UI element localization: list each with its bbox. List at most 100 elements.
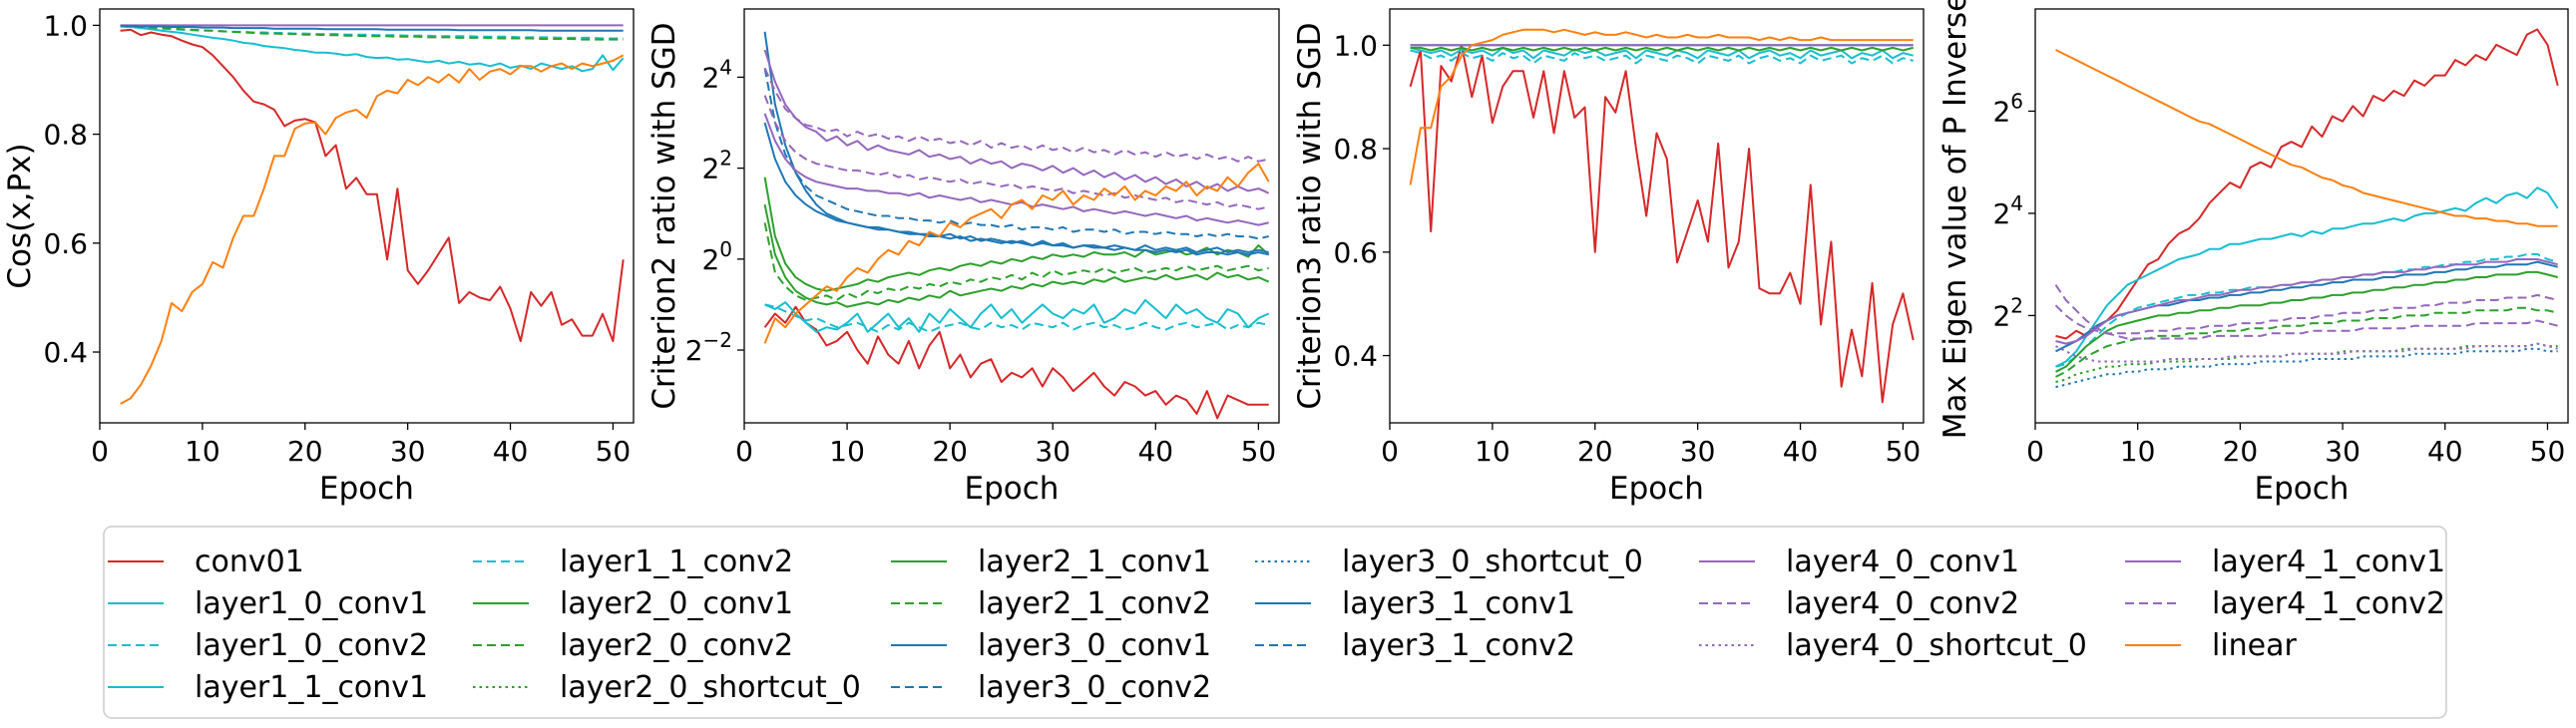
x-tick-label: 40 bbox=[2427, 435, 2463, 468]
y-tick-label: 22 bbox=[701, 147, 732, 185]
series-line-linear bbox=[120, 54, 625, 405]
legend-label-layer2_1_conv1: layer2_1_conv1 bbox=[978, 545, 1211, 579]
y-tick-label: 1.0 bbox=[1333, 29, 1378, 62]
legend-label-conv01: conv01 bbox=[195, 545, 304, 579]
series-line-conv01 bbox=[2055, 28, 2559, 340]
series-group bbox=[120, 24, 625, 405]
x-tick-label: 30 bbox=[1680, 435, 1716, 468]
series-line-conv01 bbox=[763, 305, 1269, 420]
series-line-layer2_0_conv1 bbox=[1410, 46, 1914, 52]
legend-label-linear: linear bbox=[2212, 628, 2298, 663]
series-line-linear bbox=[2055, 49, 2558, 227]
series-line-layer3_0_conv1 bbox=[120, 24, 624, 32]
x-axis-label: Epoch bbox=[1609, 471, 1704, 507]
x-tick-label: 40 bbox=[1783, 435, 1819, 468]
series-line-layer2_0_shortcut_0 bbox=[2055, 342, 2558, 383]
series-group bbox=[2054, 28, 2559, 389]
plot-frame bbox=[1389, 8, 1925, 424]
series-line-layer3_0_shortcut_0 bbox=[2055, 347, 2558, 389]
y-tick-label: 0.8 bbox=[1333, 133, 1378, 166]
legend-label-layer2_0_shortcut_0: layer2_0_shortcut_0 bbox=[560, 670, 861, 705]
series-line-layer1_0_conv1 bbox=[2055, 186, 2559, 368]
y-tick-label: 0.6 bbox=[43, 227, 88, 260]
series-line-layer1_1_conv2 bbox=[1410, 49, 1914, 65]
series-group bbox=[1409, 28, 1915, 404]
y-tick-label: 26 bbox=[1992, 89, 2023, 128]
series-line-layer4_0_conv1 bbox=[2055, 258, 2558, 345]
legend-label-layer3_1_conv1: layer3_1_conv1 bbox=[1342, 586, 1575, 621]
series-line-layer1_0_conv1 bbox=[764, 298, 1270, 333]
series-line-layer4_0_conv1 bbox=[763, 49, 1270, 194]
x-tick-label: 40 bbox=[1137, 435, 1173, 468]
legend: conv01 layer1_0_conv1 layer1_0_conv2 layer1… bbox=[103, 526, 2447, 719]
x-tick-label: 50 bbox=[1241, 435, 1277, 468]
y-tick-label: 2−2 bbox=[685, 328, 732, 367]
series-line-layer4_0_conv2 bbox=[763, 67, 1269, 163]
legend-label-layer2_0_conv2: layer2_0_conv2 bbox=[560, 628, 793, 663]
legend-label-layer1_0_conv2: layer1_0_conv2 bbox=[195, 628, 428, 663]
y-tick-label: 0.4 bbox=[43, 336, 88, 369]
legend-label-layer3_0_conv2: layer3_0_conv2 bbox=[978, 670, 1211, 705]
y-tick-label: 1.0 bbox=[43, 9, 88, 42]
y-tick-label: 0.6 bbox=[1333, 236, 1378, 269]
panel-2: 0 10 20 30 40 50 2−2 20 22 24 Epoch Criterion2 rati… bbox=[646, 8, 1280, 507]
y-axis-label: Criterion3 ratio with SGD bbox=[1292, 22, 1328, 409]
x-tick-label: 0 bbox=[2026, 435, 2044, 468]
series-line-layer2_0_conv1 bbox=[2055, 270, 2558, 373]
x-tick-label: 0 bbox=[91, 435, 109, 468]
panel-4: 0 10 20 30 40 50 22 24 26 Epoch Max Eigen value of… bbox=[1937, 0, 2569, 507]
legend-label-layer4_0_shortcut_0: layer4_0_shortcut_0 bbox=[1786, 628, 2087, 663]
y-tick-label: 24 bbox=[1992, 191, 2023, 230]
panel-1: 0 10 20 30 40 50 0.4 0.6 0.8 1.0 Epoch Cos(x,Px) bbox=[2, 8, 635, 507]
legend-label-layer3_1_conv2: layer3_1_conv2 bbox=[1342, 628, 1575, 663]
y-axis-label: Criterion2 ratio with SGD bbox=[646, 22, 682, 409]
x-tick-label: 0 bbox=[735, 435, 753, 468]
plot-frame bbox=[2034, 8, 2569, 424]
y-tick-label: 0.4 bbox=[1333, 340, 1378, 373]
series-line-layer4_0_conv2 bbox=[2054, 284, 2558, 340]
series-line-layer2_1_conv1 bbox=[763, 203, 1270, 308]
x-tick-label: 40 bbox=[493, 435, 529, 468]
x-tick-label: 30 bbox=[1035, 435, 1071, 468]
x-axis-label: Epoch bbox=[2255, 471, 2350, 507]
x-tick-label: 30 bbox=[390, 435, 426, 468]
series-line-layer1_0_conv1 bbox=[1410, 46, 1914, 60]
panel-3: 0 10 20 30 40 50 0.4 0.6 0.8 1.0 Epoch Criterion3 r… bbox=[1292, 8, 1925, 507]
legend-label-layer3_0_conv1: layer3_0_conv1 bbox=[978, 628, 1211, 663]
series-line-linear bbox=[763, 163, 1270, 344]
legend-label-layer3_0_shortcut_0: layer3_0_shortcut_0 bbox=[1342, 545, 1643, 579]
y-axis-label: Max Eigen value of P Inverse bbox=[1937, 0, 1973, 439]
legend-label-layer2_0_conv1: layer2_0_conv1 bbox=[560, 586, 793, 621]
series-line-layer3_0_conv1 bbox=[2055, 260, 2558, 353]
legend-label-layer4_0_conv2: layer4_0_conv2 bbox=[1786, 586, 2019, 621]
x-tick-label: 50 bbox=[1886, 435, 1922, 468]
y-tick-label: 0.8 bbox=[43, 119, 88, 152]
series-line-conv01 bbox=[120, 28, 625, 343]
series-line-layer4_1_conv1 bbox=[763, 113, 1269, 226]
legend-label-layer2_1_conv2: layer2_1_conv2 bbox=[978, 586, 1211, 621]
x-tick-label: 20 bbox=[1577, 435, 1613, 468]
x-axis-label: Epoch bbox=[319, 471, 414, 507]
y-tick-label: 24 bbox=[701, 55, 732, 94]
series-line-layer2_0_conv2 bbox=[120, 24, 624, 41]
series-line-layer1_0_conv1 bbox=[120, 25, 625, 73]
plot-frame bbox=[99, 8, 635, 424]
legend-box bbox=[103, 526, 2447, 719]
series-group bbox=[763, 31, 1270, 420]
y-axis-label: Cos(x,Px) bbox=[2, 143, 38, 288]
series-line-layer1_0_conv2 bbox=[764, 303, 1269, 333]
series-line-linear bbox=[1409, 28, 1914, 185]
series-line-layer4_0_shortcut_0 bbox=[2055, 342, 2558, 363]
y-tick-label: 20 bbox=[701, 237, 732, 276]
x-tick-label: 30 bbox=[2325, 435, 2361, 468]
x-tick-label: 50 bbox=[2530, 435, 2566, 468]
series-line-layer2_0_conv2 bbox=[763, 222, 1269, 301]
legend-label-layer4_0_conv1: layer4_0_conv1 bbox=[1786, 545, 2019, 579]
series-line-conv01 bbox=[1409, 44, 1915, 404]
series-line-layer4_1_conv2 bbox=[763, 95, 1269, 210]
series-line-layer3_1_conv1 bbox=[763, 122, 1269, 256]
x-axis-label: Epoch bbox=[965, 471, 1060, 507]
x-tick-label: 10 bbox=[2120, 435, 2156, 468]
x-tick-label: 10 bbox=[1475, 435, 1510, 468]
